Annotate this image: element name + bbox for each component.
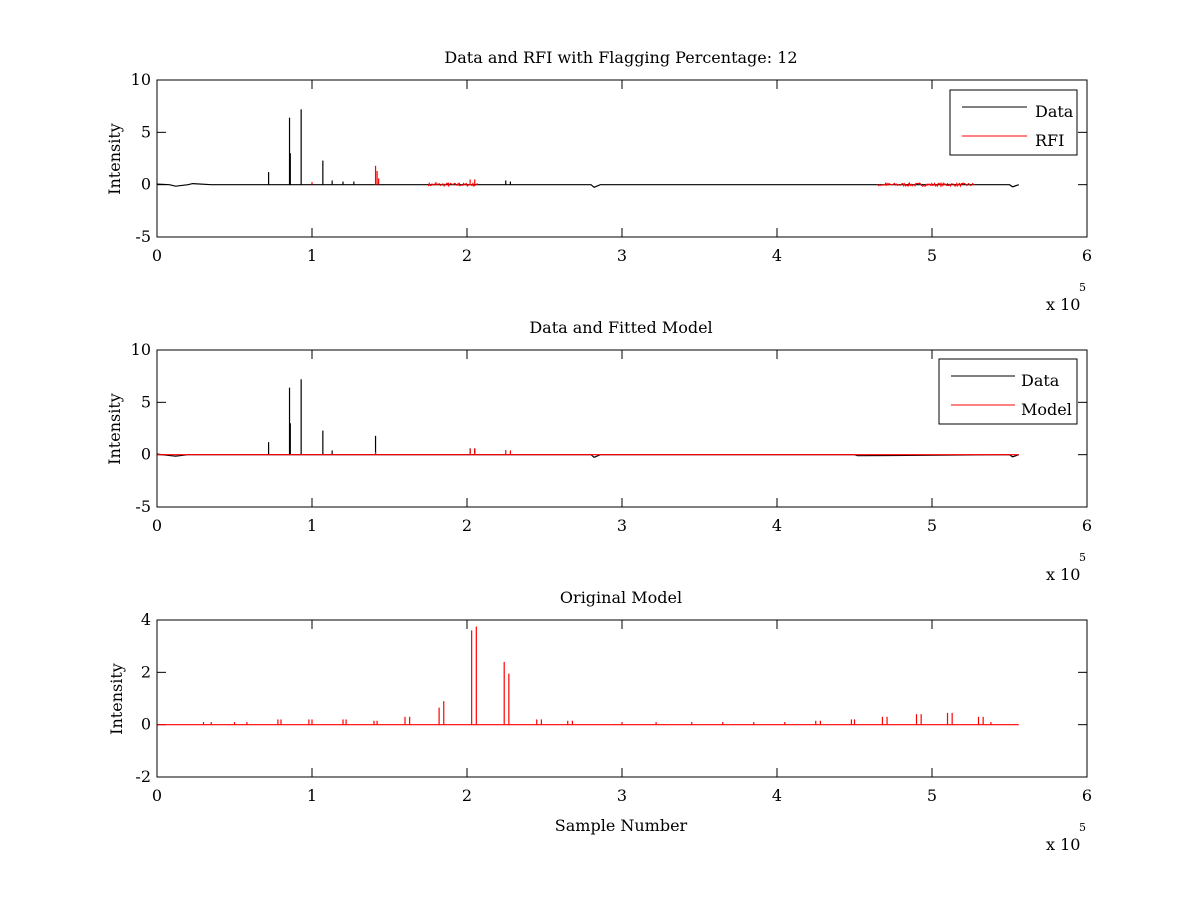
x-tick-label: 5 [927,246,937,265]
subplot-2-ylabel: Intensity [105,393,124,465]
subplot-1-legend-label-data: Data [1035,102,1074,121]
subplot-1-axes-box [156,79,1088,238]
subplot-2-legend-box [938,358,1078,425]
subplot-2-legend-label-model: Model [1021,400,1072,419]
x-tick-label: 1 [307,786,317,805]
subplot-2-multiplier-exponent: 5 [1079,551,1086,564]
subplot-1-legend-label-rfi: RFI [1035,131,1064,150]
subplot-3-ylabel: Intensity [107,663,126,735]
y-tick-label: 5 [141,122,151,141]
x-tick-label: 0 [152,786,162,805]
x-tick-label: 2 [462,246,472,265]
x-tick-label: 6 [1082,246,1092,265]
y-tick-label: 0 [141,715,151,734]
x-tick-label: 4 [772,516,782,535]
subplot-1-multiplier-exponent: 5 [1079,281,1086,294]
y-tick-label: -2 [135,767,151,786]
subplot-1: Data and RFI with Flagging Percentage: 1… [105,48,1092,314]
subplot-2-legend: Data Model [938,358,1078,425]
y-tick-label: 0 [141,445,151,464]
subplot-2-axes-box [156,349,1088,508]
x-tick-label: 3 [617,246,627,265]
y-tick-label: 5 [141,392,151,411]
x-tick-label: 6 [1082,516,1092,535]
subplot-3-xlabel: Sample Number [555,816,688,835]
subplot-1-multiplier-base: x 10 [1046,295,1080,314]
x-tick-label: 2 [462,516,472,535]
subplot-3-multiplier-base: x 10 [1046,835,1080,854]
x-tick-label: 0 [152,516,162,535]
subplot-1-legend-box [949,89,1078,156]
series-noise-rfi [877,181,975,188]
subplot-2: Data and Fitted Model Intensity 0 1 2 3 4 5 6 -… [105,318,1092,584]
subplot-1-title: Data and RFI with Flagging Percentage: 1… [444,48,797,67]
y-tick-label: 4 [141,610,151,629]
y-tick-label: -5 [135,497,151,516]
x-tick-label: 6 [1082,786,1092,805]
y-tick-label: 0 [141,175,151,194]
subplot-3-multiplier: x 10 5 [1046,821,1086,854]
x-tick-label: 1 [307,516,317,535]
x-tick-label: 5 [927,786,937,805]
subplot-1-legend: Data RFI [949,89,1078,156]
x-tick-label: 3 [617,786,627,805]
x-tick-label: 3 [617,516,627,535]
subplot-2-multiplier: x 10 5 [1046,551,1086,584]
subplot-2-legend-label-data: Data [1021,371,1060,390]
y-tick-label: -5 [135,227,151,246]
subplot-1-ylabel: Intensity [105,123,124,195]
x-tick-label: 0 [152,246,162,265]
x-tick-label: 5 [927,516,937,535]
subplot-1-multiplier: x 10 5 [1046,281,1086,314]
subplot-3-multiplier-exponent: 5 [1079,821,1086,834]
y-tick-label: 10 [131,340,151,359]
subplot-3-axes-box [156,619,1088,778]
y-tick-label: 2 [141,662,151,681]
subplot-2-multiplier-base: x 10 [1046,565,1080,584]
subplot-3-title: Original Model [560,588,682,607]
subplot-2-title: Data and Fitted Model [529,318,712,337]
series-line-data [156,182,1019,188]
x-tick-label: 4 [772,786,782,805]
y-tick-label: 10 [131,70,151,89]
x-tick-label: 2 [462,786,472,805]
x-tick-label: 1 [307,246,317,265]
x-tick-label: 4 [772,246,782,265]
